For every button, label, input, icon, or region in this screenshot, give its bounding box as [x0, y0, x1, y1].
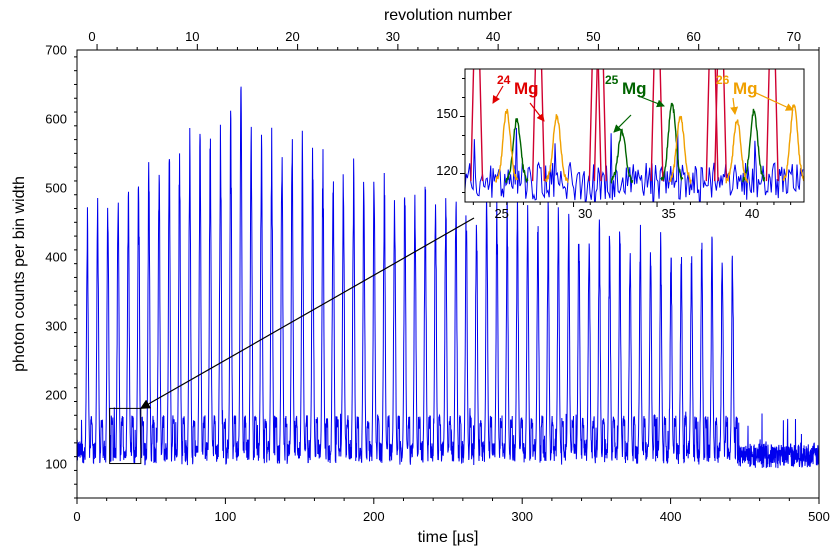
mg24-peak	[588, 69, 602, 182]
mg26-peak	[668, 115, 692, 185]
x2-tick-label: 40	[486, 29, 500, 44]
mg24-arrow	[492, 85, 504, 104]
inset-plot: 25 30 35 40 120 150 24 Mg 25 Mg 26 Mg	[436, 68, 805, 221]
label-mg24-symbol: Mg	[514, 79, 539, 98]
mg24-peak	[470, 69, 484, 182]
main-data-line	[77, 86, 819, 469]
y-tick-label: 300	[45, 319, 67, 334]
inset-x-tick-label: 35	[661, 206, 675, 221]
mg25-peak	[660, 102, 684, 182]
zoom-box	[109, 407, 142, 465]
x2-axis-title: revolution number	[384, 7, 513, 24]
x2-tick-label: 10	[185, 29, 199, 44]
x-tick-label: 100	[215, 509, 237, 524]
y-tick-label: 400	[45, 250, 67, 265]
mg26-arrow	[753, 91, 794, 111]
mg24-peak	[713, 69, 728, 182]
mg26-peak	[725, 119, 749, 184]
mg24-peak	[593, 69, 607, 182]
mg25-peak	[742, 108, 766, 183]
x2-tick-label: 20	[285, 29, 299, 44]
mg26-arrow	[730, 97, 739, 115]
main-plot: 0 100 200 300 400 500 100 200 300 400 50…	[11, 7, 830, 546]
x-tick-label: 400	[660, 509, 682, 524]
y-tick-label: 200	[45, 388, 67, 403]
label-mg24-mass: 24	[497, 73, 511, 87]
inset-ticks	[460, 78, 792, 207]
x-tick-labels: 0 100 200 300 400 500	[73, 509, 829, 524]
mg24-peak	[531, 69, 546, 182]
mg26-peak	[545, 114, 569, 183]
inset-x-tick-label: 30	[578, 206, 592, 221]
y-tick-label: 600	[45, 112, 67, 127]
mg25-arrow	[613, 114, 632, 133]
inset-x-tick-labels: 25 30 35 40	[494, 206, 759, 221]
inset-y-tick-label: 150	[436, 106, 458, 121]
x-tick-label: 500	[808, 509, 830, 524]
x2-tick-label: 60	[686, 29, 700, 44]
mg24-peak	[765, 69, 779, 182]
y-tick-labels: 100 200 300 400 500 600 700	[45, 43, 67, 472]
mg24-arrow	[529, 102, 545, 122]
x2-tick-label: 50	[586, 29, 600, 44]
label-mg24: 24 Mg	[497, 73, 539, 98]
label-mg26-mass: 26	[716, 73, 730, 87]
inset-y-tick-labels: 120 150	[436, 106, 458, 178]
inset-x-tick-label: 25	[494, 206, 508, 221]
zoom-arrow	[139, 217, 475, 409]
x-axis-title: time [µs]	[418, 529, 479, 546]
mg26-peak	[495, 108, 519, 183]
inset-data-line	[465, 127, 804, 202]
label-mg25-mass: 25	[605, 73, 619, 87]
x2-tick-label: 30	[386, 29, 400, 44]
x2-tick-label: 0	[88, 29, 95, 44]
label-mg26: 26 Mg	[716, 73, 758, 98]
mg25-arrow	[640, 96, 665, 108]
x-tick-label: 0	[73, 509, 80, 524]
inset-x-tick-label: 40	[745, 206, 759, 221]
y-axis-title: photon counts per bin width	[11, 176, 28, 372]
main-ticks	[74, 44, 820, 504]
label-mg25-symbol: Mg	[622, 79, 647, 98]
label-mg26-symbol: Mg	[733, 79, 758, 98]
plot-frame	[76, 49, 820, 499]
x-tick-label: 300	[511, 509, 533, 524]
x2-tick-label: 70	[787, 29, 801, 44]
inset-y-tick-label: 120	[436, 163, 458, 178]
mg25-peak	[505, 118, 529, 184]
x-tick-label: 200	[363, 509, 385, 524]
x2-tick-labels: 0 10 20 30 40 50 60 70	[88, 29, 801, 44]
y-tick-label: 700	[45, 43, 67, 58]
y-tick-label: 500	[45, 181, 67, 196]
inset-arrows	[492, 85, 794, 133]
label-mg25: 25 Mg	[605, 73, 647, 98]
y-tick-label: 100	[45, 456, 67, 471]
